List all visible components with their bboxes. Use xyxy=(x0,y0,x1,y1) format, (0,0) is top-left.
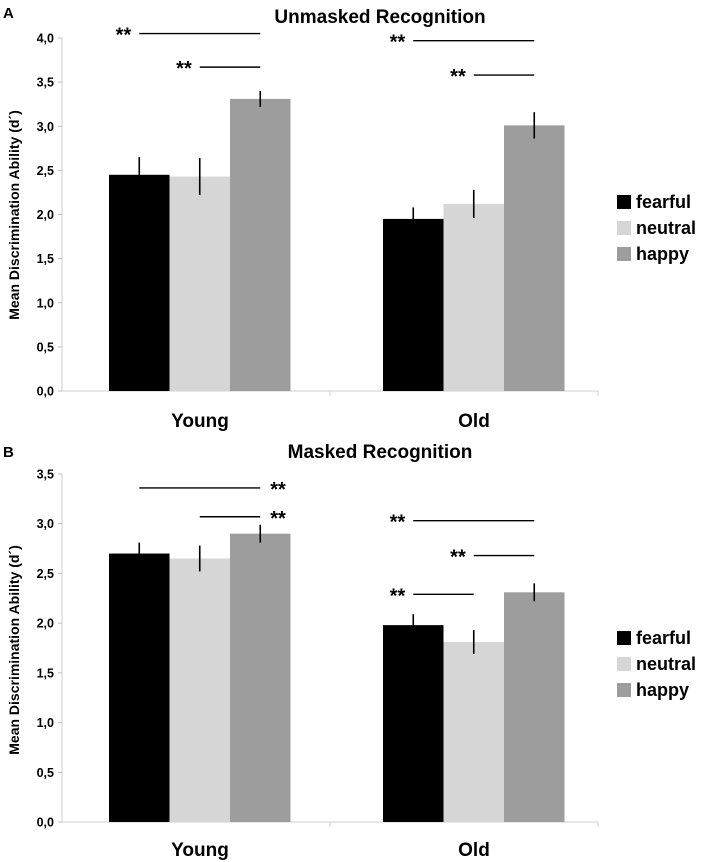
legend-swatch-fearful xyxy=(617,631,631,645)
panel-b-letter: B xyxy=(3,444,14,461)
panel-a-y-tick-label: 3,5 xyxy=(37,76,54,90)
panel-a-y-tick-label: 4,0 xyxy=(37,32,54,46)
panel-b-bar-young-happy xyxy=(230,533,291,822)
panel-a-bar-young-neutral xyxy=(169,176,230,391)
panel-b-significance-label: ** xyxy=(450,547,466,569)
legend-swatch-happy xyxy=(617,247,631,261)
panel-a-bar-young-fearful xyxy=(109,174,170,391)
legend-label-neutral: neutral xyxy=(636,654,696,674)
legend-swatch-fearful xyxy=(617,195,631,209)
panel-b-bar-old-fearful xyxy=(383,625,444,822)
panel-b-bar-young-neutral xyxy=(169,558,230,822)
panel-a-category-old: Old xyxy=(458,411,490,432)
panel-a: A Unmasked Recognition Mean Discriminati… xyxy=(3,5,696,432)
panel-b-significance-label: ** xyxy=(390,585,406,607)
panel-a-letter: A xyxy=(3,5,14,22)
panel-a-y-tick-label: 2,0 xyxy=(37,208,54,222)
panel-a-significance-label: ** xyxy=(116,25,132,47)
panel-a-bar-old-happy xyxy=(504,125,565,392)
panel-b-y-axis-label: Mean Discrimination Ability (d´) xyxy=(6,545,22,755)
panel-b-category-old: Old xyxy=(458,840,490,861)
panel-b-y-tick-label: 1,5 xyxy=(37,666,54,680)
panel-a-bar-old-fearful xyxy=(383,218,444,391)
panel-a-y-tick-label: 0,5 xyxy=(37,340,54,354)
panel-b-y-tick-label: 0,0 xyxy=(37,816,54,830)
panel-b-bar-old-happy xyxy=(504,592,565,822)
panel-b-y-tick-label: 0,5 xyxy=(37,766,54,780)
panel-b-bar-old-neutral xyxy=(443,642,504,822)
panel-b-significance-label: ** xyxy=(390,512,406,534)
legend-label-neutral: neutral xyxy=(636,218,696,238)
panel-a-y-axis-label: Mean Discrimination Ability (d´) xyxy=(6,110,22,320)
legend-label-fearful: fearful xyxy=(636,628,691,648)
panel-a-y-tick-label: 2,5 xyxy=(37,164,54,178)
legend-swatch-neutral xyxy=(617,657,631,671)
panel-a-significance-label: ** xyxy=(390,32,406,54)
panel-a-y-tick-label: 3,0 xyxy=(37,120,54,134)
legend-swatch-neutral xyxy=(617,221,631,235)
panel-a-bar-old-neutral xyxy=(443,203,504,391)
panel-a-title: Unmasked Recognition xyxy=(274,7,485,28)
panel-a-significance-label: ** xyxy=(450,66,466,88)
panel-b-y-tick-label: 2,5 xyxy=(37,567,54,581)
panel-b-title: Masked Recognition xyxy=(288,442,473,463)
panel-b-significance-label: ** xyxy=(270,508,286,530)
panel-b-y-tick-label: 3,0 xyxy=(37,517,54,531)
panel-b-y-tick-label: 2,0 xyxy=(37,617,54,631)
panel-b-significance-label: ** xyxy=(270,479,286,501)
panel-b-y-tick-label: 3,5 xyxy=(37,468,54,482)
legend-label-happy: happy xyxy=(636,244,689,264)
legend-label-fearful: fearful xyxy=(636,192,691,212)
panel-b-category-young: Young xyxy=(171,840,229,861)
panel-a-y-tick-label: 1,0 xyxy=(37,296,54,310)
panel-b-y-tick-label: 1,0 xyxy=(37,716,54,730)
panel-b: B Masked Recognition Mean Discrimination… xyxy=(3,442,696,861)
panel-a-category-young: Young xyxy=(171,411,229,432)
legend-label-happy: happy xyxy=(636,680,689,700)
panel-a-significance-label: ** xyxy=(176,58,192,80)
panel-a-bar-young-happy xyxy=(230,98,291,391)
panel-a-y-tick-label: 1,5 xyxy=(37,252,54,266)
legend-swatch-happy xyxy=(617,683,631,697)
panel-b-bar-young-fearful xyxy=(109,553,170,822)
panel-a-y-tick-label: 0,0 xyxy=(37,385,54,399)
